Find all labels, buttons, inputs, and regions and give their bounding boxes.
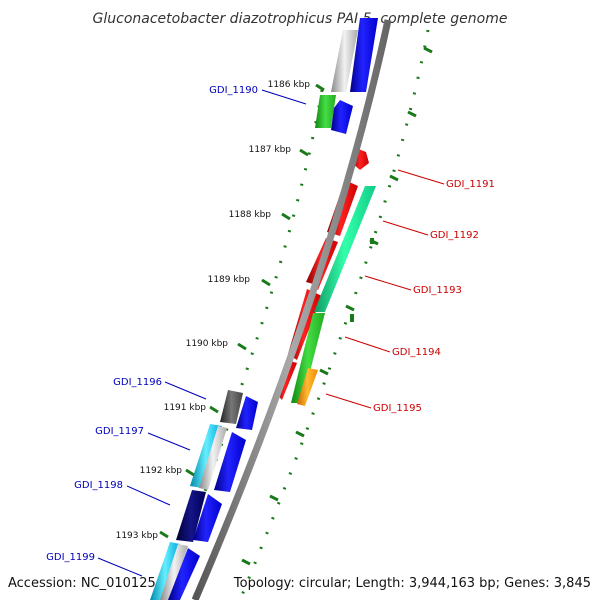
- leader-line: [344, 336, 391, 353]
- leader-line: [364, 275, 412, 291]
- tick-label: 1188 kbp: [229, 210, 272, 220]
- tick-mark: [159, 530, 169, 539]
- outer-tick: [345, 304, 355, 312]
- gene-label-gdi-1197: GDI_1197: [95, 426, 144, 437]
- feature-blue-arrow-3: [214, 432, 246, 492]
- feature-navy-gdi-1198: [176, 490, 206, 542]
- feature-grey-strip-1197: [199, 426, 227, 490]
- outer-tick: [423, 46, 433, 54]
- forward-strand-features: [150, 18, 378, 600]
- tick-label: 1186 kbp: [268, 80, 311, 90]
- gene-label-gdi-1194: GDI_1194: [392, 347, 441, 358]
- outer-tick: [389, 174, 399, 182]
- reverse-gene-labels: GDI_1191 GDI_1192 GDI_1193 GDI_1194 GDI_…: [325, 169, 495, 414]
- leader-line: [147, 432, 191, 451]
- genome-backbone: [191, 19, 392, 600]
- feature-green-strip: [291, 313, 325, 403]
- tick-label: 1190 kbp: [186, 339, 229, 349]
- leader-line: [164, 381, 207, 400]
- outer-tick: [295, 430, 305, 438]
- tick-mark: [315, 83, 325, 92]
- tick-mark: [299, 148, 309, 157]
- tick-label: 1192 kbp: [140, 466, 183, 476]
- feature-top-blue: [350, 18, 378, 92]
- feature-cyan-gdi-1199: [150, 542, 180, 600]
- accession-text: Accession: NC_010125: [8, 576, 156, 591]
- topology-text: Topology: circular; Length: 3,944,163 bp…: [233, 576, 591, 591]
- feature-green-gdi-1190: [315, 95, 336, 128]
- tick-label: 1187 kbp: [249, 145, 292, 155]
- gene-label-gdi-1195: GDI_1195: [373, 403, 422, 414]
- tick-label: 1189 kbp: [208, 275, 251, 285]
- gene-label-gdi-1196: GDI_1196: [113, 377, 162, 388]
- tick-mark: [261, 278, 271, 287]
- outer-tick: [241, 558, 251, 566]
- outer-tick: [369, 238, 379, 246]
- tick-label: 1191 kbp: [164, 403, 207, 413]
- gene-label-gdi-1190: GDI_1190: [209, 85, 258, 96]
- tick-mark: [237, 342, 247, 351]
- gene-label-gdi-1193: GDI_1193: [413, 285, 462, 296]
- scale-ticks: 1186 kbp 1187 kbp 1188 kbp 1189 kbp 1190…: [116, 46, 433, 566]
- gene-label-gdi-1191: GDI_1191: [446, 179, 495, 190]
- feature-blue-arrow-5: [168, 548, 200, 600]
- leader-line: [261, 89, 307, 105]
- forward-gene-labels: GDI_1190 GDI_1196 GDI_1197 GDI_1198 GDI_…: [46, 85, 307, 577]
- tick-mark: [185, 468, 195, 477]
- leader-line: [126, 485, 171, 506]
- feature-grey-gdi-1199: [160, 544, 188, 600]
- map-title: Gluconacetobacter diazotrophicus PAI 5, …: [93, 11, 508, 27]
- outer-tick: [319, 368, 329, 376]
- leader-line: [97, 557, 143, 577]
- leader-line: [325, 393, 372, 409]
- outer-tick: [407, 110, 417, 118]
- feature-blue-arrow-2: [236, 396, 258, 430]
- outer-tick: [269, 494, 279, 502]
- gene-label-gdi-1199: GDI_1199: [46, 552, 95, 563]
- tick-mark: [281, 212, 291, 221]
- feature-blue-arrow-4: [193, 494, 222, 542]
- leader-line: [382, 220, 429, 236]
- leader-line: [397, 169, 445, 185]
- gene-label-gdi-1192: GDI_1192: [430, 230, 479, 241]
- feature-blue-arrow-1: [331, 100, 353, 134]
- tick-label: 1193 kbp: [116, 531, 159, 541]
- feature-dark-gdi-1196: [220, 390, 243, 424]
- feature-mint-strip: [314, 186, 376, 312]
- feature-top-grey: [331, 30, 358, 92]
- mint-tick-2: [350, 314, 354, 322]
- feature-orange-strip: [297, 368, 318, 406]
- white-gap-1: [342, 92, 360, 100]
- tick-mark: [209, 405, 219, 414]
- gene-label-gdi-1198: GDI_1198: [74, 480, 123, 491]
